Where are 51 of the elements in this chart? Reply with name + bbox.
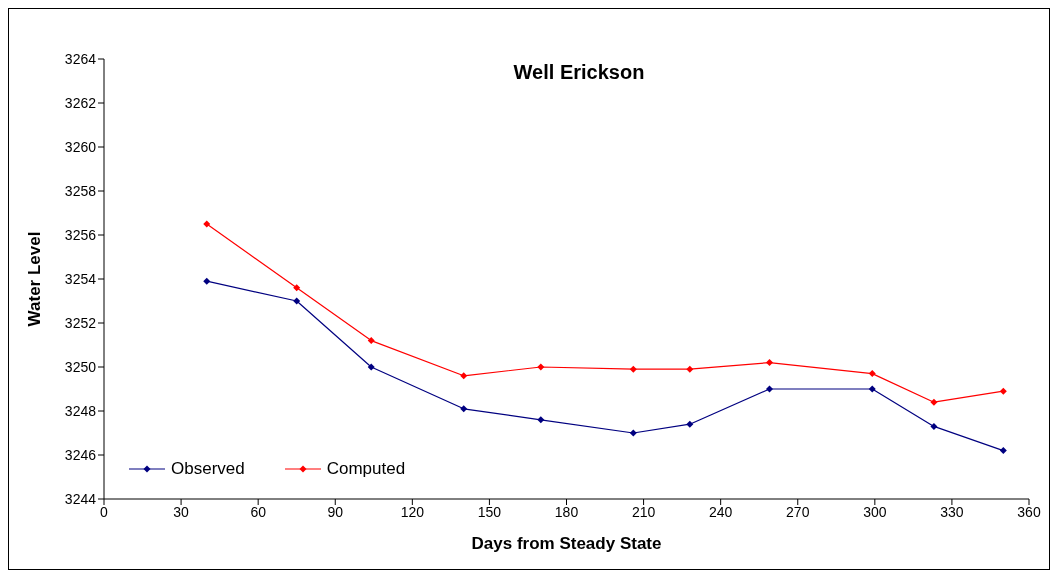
y-tick-label: 3246 [64,446,97,463]
point [930,398,938,406]
point [686,365,694,373]
x-tick-label: 300 [863,503,887,520]
point [868,370,876,378]
x-axis-title: Days from Steady State [471,534,662,553]
point [765,359,773,367]
point [868,385,876,393]
y-tick-label: 3262 [64,94,97,111]
legend-label: Computed [326,459,406,479]
y-tick-label: 3244 [64,490,97,507]
point [537,416,545,424]
point [999,387,1007,395]
point [203,220,211,228]
point [999,447,1007,455]
point [629,365,637,373]
point [537,363,545,371]
point [203,277,211,285]
chart-title: Well Erickson [512,61,646,84]
x-tick-label: 90 [327,503,344,520]
x-tick-label: 150 [477,503,502,520]
y-tick-label: 3260 [64,138,97,155]
x-tick-label: 270 [786,503,810,520]
x-tick-label: 210 [631,503,656,520]
x-tick-label: 240 [708,503,733,520]
y-tick-label: 3264 [64,50,97,67]
point [460,372,468,380]
x-tick-label: 0 [100,503,109,520]
point [629,429,637,437]
y-tick-label: 3252 [64,314,97,331]
y-tick-label: 3256 [64,226,97,243]
point [293,284,301,292]
point [686,420,694,428]
y-axis-title: Water Level [25,231,45,327]
point [930,422,938,430]
x-tick-label: 60 [250,503,267,520]
y-tick-label: 3258 [64,182,97,199]
point [367,337,375,345]
y-tick-label: 3254 [64,270,97,287]
x-tick-label: 120 [400,503,425,520]
point [293,297,301,305]
point [460,405,468,413]
x-tick-label: 30 [173,503,190,520]
point [367,363,375,371]
y-tick-label: 3248 [64,402,97,419]
legend-label: Observed [171,459,245,479]
x-tick-label: 330 [940,503,964,520]
point [765,385,773,393]
x-tick-label: 360 [1017,503,1041,520]
x-tick-label: 180 [554,503,579,520]
y-tick-label: 3250 [64,358,97,375]
